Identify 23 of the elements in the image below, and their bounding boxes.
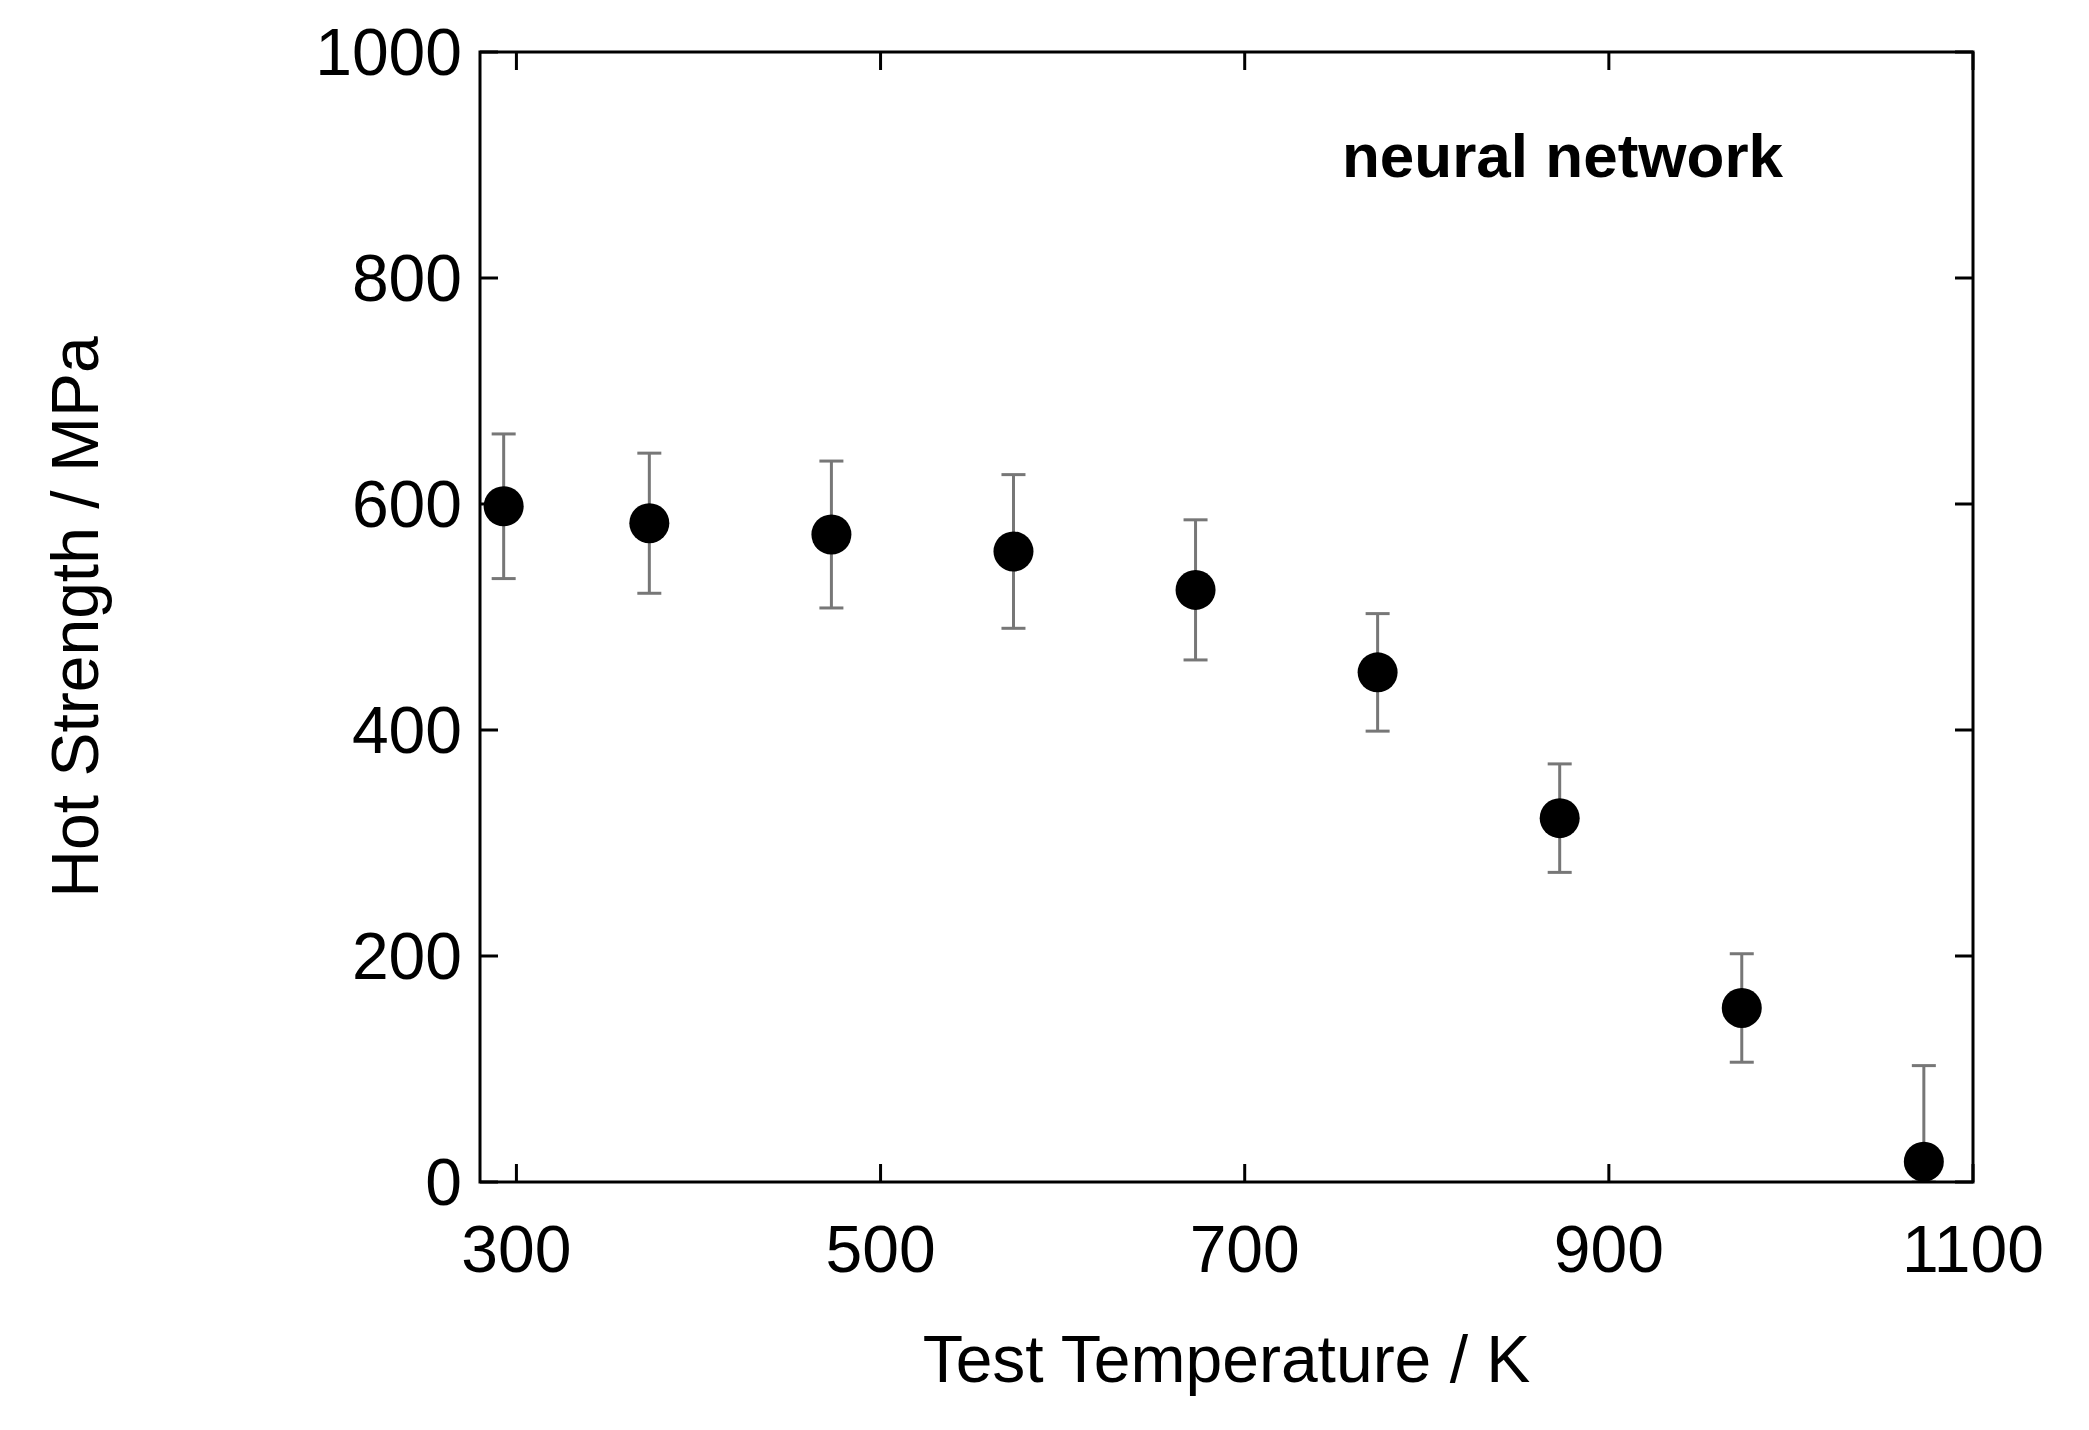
annotation: neural network <box>1342 121 1784 190</box>
y-tick-label: 200 <box>351 919 462 993</box>
point <box>629 503 670 544</box>
point <box>1539 798 1580 839</box>
y-tick-label: 1000 <box>315 15 462 89</box>
point <box>483 486 524 527</box>
y-axis-title: Hot Strength / MPa <box>38 336 112 898</box>
point <box>1357 652 1398 693</box>
point <box>811 514 852 555</box>
point <box>1903 1141 1944 1182</box>
x-tick-label: 700 <box>1189 1212 1300 1286</box>
x-tick-label: 500 <box>825 1212 936 1286</box>
x-tick-label: 900 <box>1553 1212 1664 1286</box>
x-tick-label: 1100 <box>1902 1212 2044 1286</box>
point <box>993 531 1034 572</box>
y-tick-label: 0 <box>425 1145 462 1219</box>
y-tick-label: 800 <box>351 241 462 315</box>
y-tick-label: 400 <box>351 693 462 767</box>
x-tick-label: 300 <box>461 1212 572 1286</box>
point <box>1721 987 1762 1028</box>
y-tick-label: 600 <box>351 467 462 541</box>
x-axis-title: Test Temperature / K <box>922 1322 1531 1396</box>
point <box>1175 569 1216 610</box>
